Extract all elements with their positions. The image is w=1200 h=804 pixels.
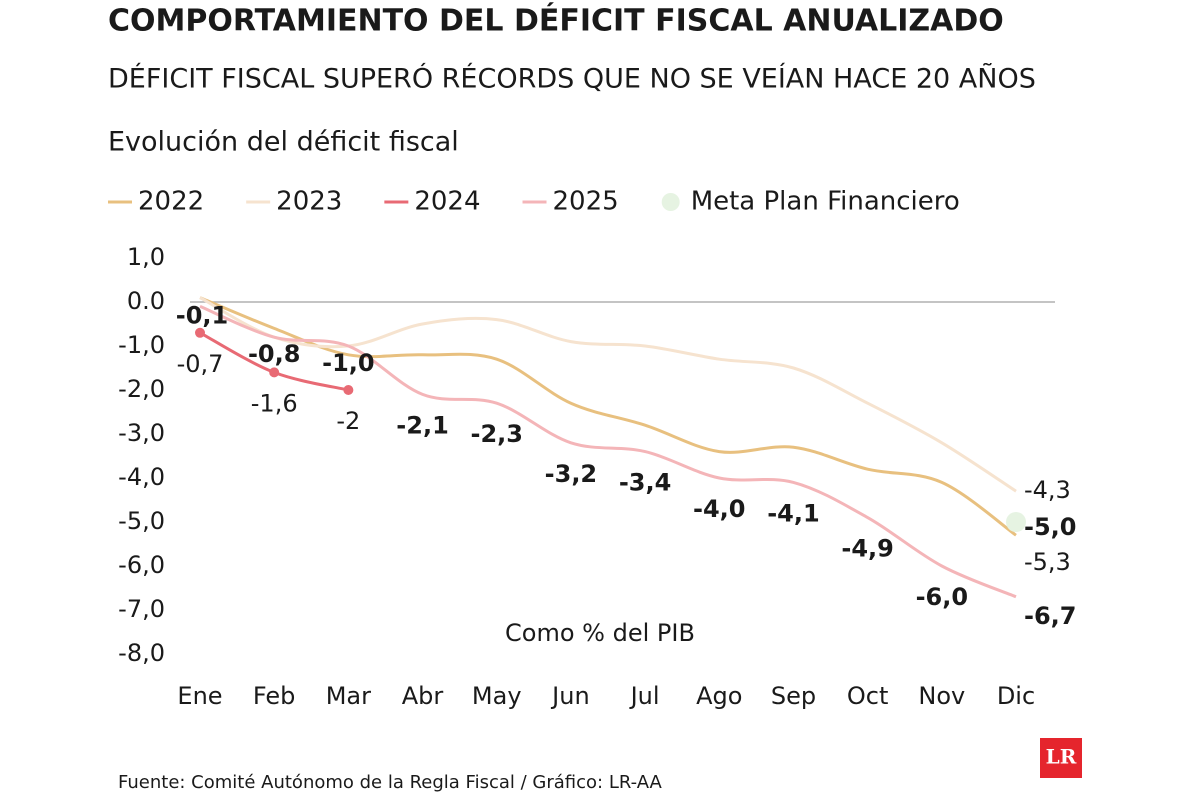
series-line bbox=[199, 305, 1017, 599]
x-tick-label: Dic bbox=[997, 682, 1035, 710]
value-label: -0,8 bbox=[248, 340, 300, 368]
value-label: -3,2 bbox=[545, 460, 597, 488]
y-tick-label: -7,0 bbox=[118, 595, 165, 623]
x-tick-label: Jul bbox=[629, 682, 660, 710]
value-label: -1,0 bbox=[322, 349, 374, 377]
y-tick-label: -1,0 bbox=[118, 331, 165, 359]
series-line bbox=[199, 296, 1017, 537]
value-label: -4,9 bbox=[841, 535, 893, 563]
legend-label: 2024 bbox=[414, 187, 480, 217]
point bbox=[343, 385, 354, 395]
source: Fuente: Comité Autónomo de la Regla Fisc… bbox=[118, 772, 663, 793]
value-label: -4,1 bbox=[767, 499, 819, 527]
subtitle: DÉFICIT FISCAL SUPERÓ RÉCORDS QUE NO SE … bbox=[108, 63, 1036, 95]
chart-title: Evolución del déficit fiscal bbox=[108, 127, 459, 158]
series-line bbox=[199, 296, 1017, 493]
y-tick-label: -2,0 bbox=[118, 375, 165, 403]
legend-label: 2025 bbox=[553, 187, 619, 217]
x-tick-label: Ago bbox=[696, 682, 742, 710]
x-tick-label: May bbox=[472, 682, 522, 710]
x-tick-label: Jun bbox=[550, 682, 590, 710]
y-tick-label: 1,0 bbox=[127, 243, 165, 271]
x-tick-label: Ene bbox=[177, 682, 222, 710]
annotation: Como % del PIB bbox=[505, 619, 695, 647]
value-label: -5,3 bbox=[1024, 548, 1071, 576]
x-tick-label: Oct bbox=[847, 682, 889, 710]
title: COMPORTAMIENTO DEL DÉFICIT FISCAL ANUALI… bbox=[108, 3, 1004, 39]
x-tick-label: Abr bbox=[402, 682, 444, 710]
x-tick-label: Feb bbox=[253, 682, 296, 710]
value-label: -2 bbox=[336, 407, 360, 435]
point bbox=[195, 327, 205, 338]
value-label: -6,0 bbox=[916, 583, 968, 611]
logo: LR bbox=[1046, 745, 1077, 769]
value-label: -2,1 bbox=[396, 411, 448, 439]
value-label: -0,1 bbox=[176, 301, 228, 329]
y-tick-label: 0.0 bbox=[127, 287, 165, 315]
value-label: -4,0 bbox=[693, 495, 745, 523]
x-tick-label: Mar bbox=[326, 682, 371, 710]
value-label: -1,6 bbox=[251, 389, 298, 417]
legend-label: Meta Plan Financiero bbox=[691, 187, 960, 217]
y-tick-label: -6,0 bbox=[118, 551, 165, 579]
legend-label: 2023 bbox=[276, 187, 342, 217]
point bbox=[269, 367, 280, 378]
legend-label: 2022 bbox=[138, 187, 204, 217]
value-label: -4,3 bbox=[1024, 476, 1071, 504]
y-tick-label: -4,0 bbox=[118, 463, 165, 491]
y-tick-label: -3,0 bbox=[118, 419, 165, 447]
meta-point bbox=[1006, 512, 1026, 532]
logo-box bbox=[1040, 738, 1082, 778]
value-label: -3,4 bbox=[619, 469, 671, 497]
value-label: -2,3 bbox=[470, 420, 522, 448]
x-tick-label: Nov bbox=[918, 682, 965, 710]
value-label: -0,7 bbox=[177, 350, 224, 378]
y-tick-label: -8,0 bbox=[118, 639, 165, 667]
y-tick-label: -5,0 bbox=[118, 507, 165, 535]
x-tick-label: Sep bbox=[771, 682, 816, 710]
value-label: -5,0 bbox=[1024, 513, 1076, 541]
legend-marker bbox=[661, 193, 680, 211]
value-label: -6,7 bbox=[1024, 602, 1076, 630]
